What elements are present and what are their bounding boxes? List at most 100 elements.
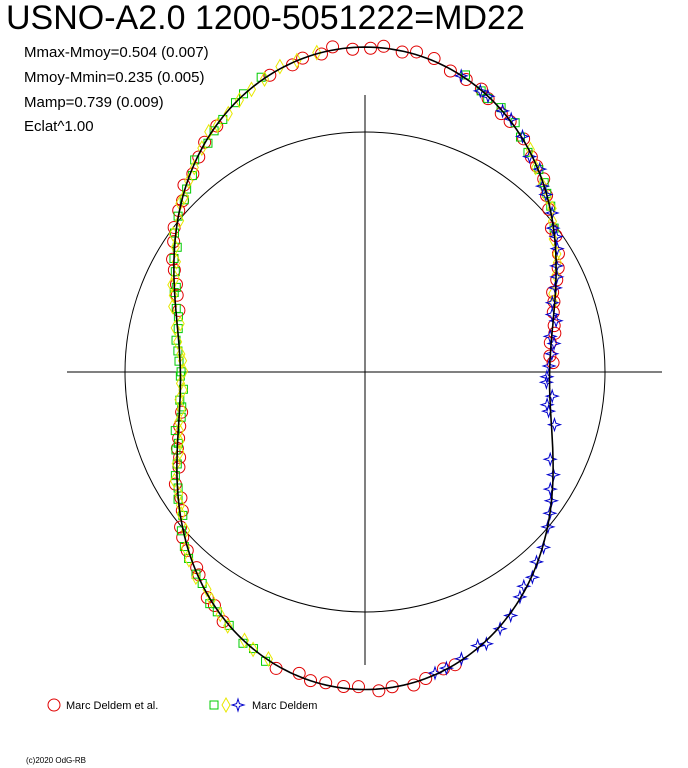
data-point bbox=[534, 178, 551, 194]
data-point bbox=[407, 678, 421, 692]
data-point bbox=[263, 68, 277, 82]
data-point bbox=[189, 159, 199, 176]
data-point bbox=[337, 679, 351, 693]
data-point bbox=[170, 239, 180, 256]
data-point bbox=[200, 591, 214, 605]
data-point bbox=[542, 481, 559, 497]
data-point bbox=[410, 45, 424, 59]
data-point bbox=[197, 140, 207, 157]
data-point bbox=[481, 92, 495, 106]
data-point bbox=[168, 287, 178, 304]
data-point bbox=[180, 539, 191, 556]
legend-marker-diamond bbox=[221, 696, 231, 714]
data-point bbox=[223, 617, 233, 634]
data-point bbox=[319, 676, 333, 690]
data-point bbox=[540, 519, 556, 535]
legend-label-1: Marc Deldem et al. bbox=[66, 700, 158, 712]
data-point bbox=[174, 422, 184, 439]
data-point bbox=[230, 98, 240, 108]
data-point bbox=[198, 135, 212, 149]
data-point bbox=[531, 159, 541, 176]
data-point bbox=[351, 680, 365, 694]
data-point bbox=[549, 240, 565, 257]
data-point bbox=[215, 606, 225, 623]
data-point bbox=[312, 44, 322, 61]
data-point bbox=[170, 471, 180, 481]
data-point bbox=[419, 672, 433, 686]
legend-marker-circle bbox=[47, 698, 61, 712]
data-point bbox=[542, 189, 552, 206]
data-point bbox=[524, 569, 541, 585]
data-point bbox=[528, 554, 545, 570]
data-point bbox=[496, 103, 506, 113]
data-point bbox=[538, 186, 554, 203]
data-point bbox=[443, 64, 457, 78]
data-point bbox=[547, 213, 558, 230]
legend-marker-star bbox=[230, 697, 246, 713]
data-point bbox=[542, 451, 558, 467]
chart-title: USNO-A2.0 1200-5051222=MD22 bbox=[6, 0, 525, 37]
data-point bbox=[170, 270, 180, 287]
stat-mmoy-mmin: Mmoy-Mmin=0.235 (0.005) bbox=[24, 69, 205, 86]
data-point bbox=[480, 88, 496, 104]
data-point bbox=[296, 51, 310, 65]
data-point bbox=[545, 220, 561, 236]
data-point bbox=[275, 58, 285, 75]
data-point bbox=[544, 346, 560, 362]
data-point bbox=[372, 684, 386, 698]
data-point bbox=[175, 212, 185, 229]
data-point bbox=[512, 589, 528, 605]
data-point bbox=[472, 83, 489, 99]
data-point bbox=[549, 269, 565, 285]
data-point bbox=[223, 105, 233, 122]
copyright: (c)2020 OdG-RB bbox=[26, 756, 87, 765]
light-curve bbox=[173, 46, 557, 691]
data-point bbox=[202, 581, 212, 598]
data-point bbox=[207, 598, 221, 612]
stat-mamp: Mamp=0.739 (0.009) bbox=[24, 94, 164, 111]
data-point bbox=[492, 620, 508, 637]
data-point bbox=[171, 445, 181, 455]
stat-mmax-mmoy: Mmax-Mmoy=0.504 (0.007) bbox=[24, 44, 209, 61]
data-point bbox=[427, 665, 443, 681]
data-point bbox=[234, 92, 244, 109]
data-point bbox=[170, 426, 180, 436]
data-point bbox=[542, 505, 558, 521]
data-point bbox=[169, 277, 183, 291]
data-point bbox=[546, 416, 563, 433]
data-point bbox=[263, 650, 274, 667]
data-point bbox=[514, 128, 531, 145]
data-point bbox=[171, 335, 181, 345]
data-point bbox=[179, 188, 189, 205]
data-point bbox=[176, 346, 186, 363]
data-point bbox=[304, 674, 318, 688]
legend-marker-square bbox=[209, 700, 219, 710]
data-point bbox=[453, 68, 469, 84]
data-point bbox=[246, 81, 257, 98]
data-point bbox=[326, 40, 340, 54]
data-point bbox=[494, 103, 511, 119]
stat-eclat: Eclat^1.00 bbox=[24, 118, 94, 135]
data-point bbox=[502, 607, 519, 624]
data-point bbox=[515, 132, 525, 142]
data-point bbox=[535, 539, 552, 556]
data-point bbox=[292, 52, 302, 69]
data-point bbox=[364, 41, 378, 55]
data-point bbox=[212, 117, 223, 134]
legend-label-2: Marc Deldem bbox=[252, 700, 317, 712]
reference-circle bbox=[124, 131, 606, 613]
data-point bbox=[346, 42, 360, 56]
data-point bbox=[178, 510, 188, 520]
data-point bbox=[377, 39, 391, 53]
data-point bbox=[170, 288, 184, 302]
data-point bbox=[184, 172, 194, 189]
data-point bbox=[175, 405, 189, 419]
data-point bbox=[184, 551, 194, 568]
data-point bbox=[548, 228, 564, 245]
data-point bbox=[175, 504, 189, 518]
data-point bbox=[540, 403, 557, 419]
data-point bbox=[173, 333, 183, 350]
data-point bbox=[176, 526, 186, 536]
data-point bbox=[191, 569, 201, 586]
